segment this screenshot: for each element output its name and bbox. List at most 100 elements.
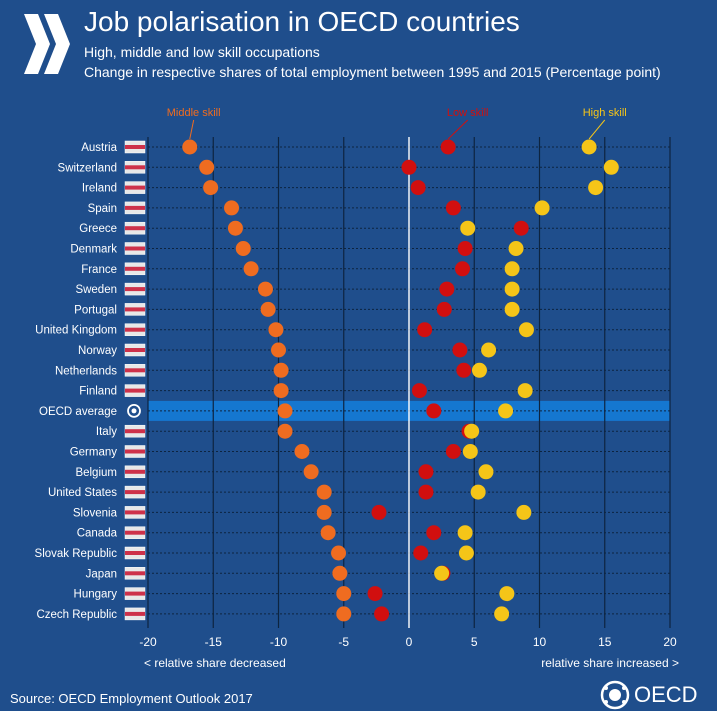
data-point-low-skill: [426, 525, 442, 541]
data-point-middle-skill: [235, 241, 251, 256]
data-point-middle-skill: [268, 322, 284, 338]
data-point-low-skill: [436, 301, 452, 317]
page-title: Job polarisation in OECD countries: [84, 6, 520, 37]
data-point-middle-skill: [227, 220, 243, 236]
data-point-low-skill: [452, 342, 468, 358]
data-point-high-skill: [581, 139, 597, 155]
data-point-middle-skill: [203, 180, 219, 196]
data-point-high-skill: [460, 220, 476, 236]
data-point-low-skill: [455, 261, 471, 277]
data-point-middle-skill: [257, 281, 273, 297]
data-point-middle-skill: [332, 565, 348, 581]
belgium-flag-stripe: [125, 469, 145, 474]
data-point-high-skill: [462, 444, 478, 459]
hungary-flag-stripe: [125, 591, 145, 596]
x-tick-label: -15: [205, 635, 223, 649]
data-point-low-skill: [411, 383, 427, 399]
category-label: Sweden: [75, 284, 117, 296]
category-label: Belgium: [75, 467, 117, 479]
germany-flag-stripe: [125, 449, 145, 454]
data-point-low-skill: [418, 464, 434, 480]
data-point-high-skill: [588, 180, 604, 196]
category-label: Switzerland: [58, 162, 117, 174]
united-kingdom-flag-stripe: [125, 327, 145, 332]
category-label: Denmark: [70, 244, 117, 256]
category-label: United Kingdom: [35, 325, 117, 337]
source-note: Source: OECD Employment Outlook 2017: [10, 691, 253, 706]
data-point-middle-skill: [243, 261, 259, 277]
data-point-middle-skill: [331, 545, 347, 561]
category-label: Hungary: [74, 589, 118, 601]
data-point-low-skill: [371, 504, 387, 520]
data-point-low-skill: [374, 606, 390, 622]
data-point-low-skill: [413, 545, 429, 561]
data-point-middle-skill: [336, 606, 352, 622]
data-point-middle-skill: [303, 464, 319, 480]
data-point-high-skill: [504, 301, 520, 317]
data-point-middle-skill: [294, 444, 310, 459]
legend-leader-line: [189, 119, 195, 140]
note-share-decreased: < relative share decreased: [144, 656, 286, 670]
data-point-middle-skill: [182, 139, 198, 155]
x-tick-label: 10: [533, 635, 547, 649]
finland-flag-stripe: [125, 388, 145, 393]
oecd-logo-text: OECD: [634, 682, 698, 707]
x-tick-label: 0: [406, 635, 413, 649]
data-point-middle-skill: [199, 159, 215, 175]
legend-label-middle-skill: Middle skill: [167, 107, 221, 119]
data-point-high-skill: [481, 342, 497, 358]
category-label: Canada: [77, 528, 118, 540]
data-point-high-skill: [434, 565, 450, 581]
category-label: France: [81, 264, 117, 276]
category-label: Slovak Republic: [35, 548, 118, 560]
data-point-high-skill: [494, 606, 510, 622]
data-point-high-skill: [478, 464, 494, 480]
data-point-middle-skill: [260, 301, 276, 317]
data-point-low-skill: [401, 159, 417, 175]
oecd-logo: OECD: [600, 680, 712, 710]
x-tick-label: -10: [270, 635, 288, 649]
sweden-flag-stripe: [125, 287, 145, 292]
data-point-middle-skill: [316, 484, 332, 500]
data-point-high-skill: [470, 484, 486, 500]
data-point-middle-skill: [271, 342, 286, 358]
data-point-high-skill: [603, 159, 619, 175]
slovakia-flag-stripe: [125, 551, 145, 555]
data-point-low-skill: [410, 180, 426, 196]
legend-leader-line: [588, 119, 606, 140]
austria-flag-stripe: [125, 145, 145, 149]
x-tick-label: 5: [471, 635, 478, 649]
united-states-flag-stripe: [125, 490, 145, 495]
data-point-middle-skill: [224, 200, 240, 216]
data-point-high-skill: [457, 525, 473, 541]
data-point-high-skill: [534, 200, 550, 216]
data-point-middle-skill: [316, 504, 332, 520]
switzerland-flag-stripe: [125, 165, 145, 170]
data-point-high-skill: [458, 545, 474, 561]
subtitle-line-1: High, middle and low skill occupations: [84, 44, 320, 60]
x-tick-label: -5: [338, 635, 349, 649]
category-label: Ireland: [82, 183, 117, 195]
data-point-low-skill: [417, 322, 433, 338]
category-label: Slovenia: [73, 507, 118, 519]
category-label: Netherlands: [55, 365, 117, 377]
x-tick-label: 20: [663, 635, 677, 649]
data-point-low-skill: [418, 484, 434, 500]
data-point-middle-skill: [273, 383, 289, 399]
japan-flag-stripe: [125, 571, 145, 576]
data-point-middle-skill: [320, 525, 336, 541]
data-point-middle-skill: [277, 423, 293, 439]
data-point-middle-skill: [336, 586, 352, 602]
category-label: Czech Republic: [36, 609, 117, 621]
x-tick-label: 15: [598, 635, 612, 649]
denmark-flag-stripe: [125, 246, 145, 251]
greece-flag-stripe: [125, 226, 145, 231]
data-point-high-skill: [504, 281, 520, 297]
category-label: Italy: [96, 426, 117, 438]
category-label: United States: [48, 487, 117, 499]
data-point-high-skill: [471, 362, 487, 378]
spain-flag-stripe: [125, 205, 145, 210]
france-flag-stripe: [125, 266, 145, 271]
